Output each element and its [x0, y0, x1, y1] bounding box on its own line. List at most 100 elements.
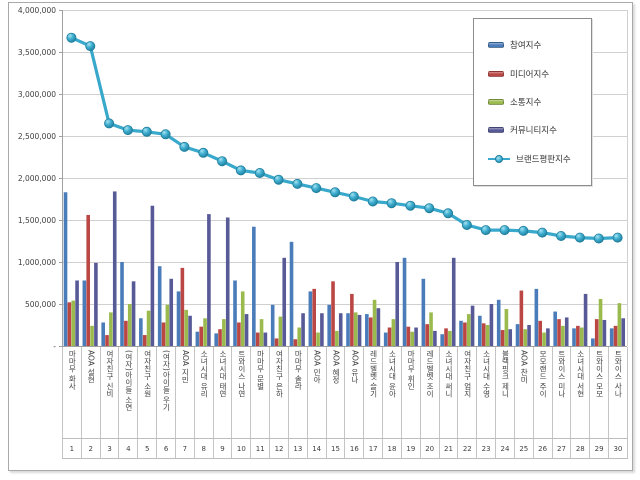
y-tick-label: 1,500,000 — [18, 216, 56, 225]
bar-segment — [252, 226, 256, 346]
x-rank-number: 12 — [270, 439, 289, 458]
bar-segment — [433, 330, 437, 346]
bar-segment — [346, 313, 350, 346]
bar-segment — [270, 304, 275, 346]
bar-segment — [609, 328, 614, 346]
bar-segment — [591, 338, 595, 346]
legend-label: 브랜드평판지수 — [516, 154, 571, 165]
x-rank-number: 7 — [176, 439, 195, 458]
bar-series-참여지수 — [63, 192, 614, 346]
x-category-label: 소녀시대 태연 — [218, 350, 228, 398]
line-marker — [612, 232, 623, 243]
x-category-cell: AOA 설현 — [82, 347, 101, 438]
bar-segment — [353, 312, 358, 346]
legend-label: 소통지수 — [510, 97, 542, 108]
bar-segment — [263, 332, 268, 346]
line-marker — [367, 196, 378, 207]
bar-segment — [387, 327, 392, 346]
x-rank-number: 11 — [251, 439, 271, 458]
x-rank-number: 3 — [101, 439, 120, 458]
legend-label: 참여지수 — [510, 41, 542, 52]
bar-segment — [255, 332, 260, 346]
bar-segment — [391, 319, 396, 346]
x-category-label: 모모랜드 주이 — [538, 350, 548, 398]
x-rank-number: 10 — [232, 439, 252, 458]
bar-segment — [338, 313, 343, 346]
bar-segment — [406, 326, 411, 346]
bar-segment — [101, 322, 105, 346]
x-rank-number: 24 — [496, 439, 515, 458]
bar-series-소통지수 — [71, 291, 622, 346]
x-category-label: 레드벨벳 조이 — [425, 350, 435, 398]
bar-segment — [583, 293, 588, 346]
bar-segment — [421, 278, 426, 346]
y-tick-label: 2,500,000 — [18, 132, 56, 141]
bar-segment — [561, 325, 565, 346]
bar-segment — [203, 318, 207, 346]
bar-segment — [466, 314, 471, 346]
bar-segment — [621, 318, 626, 346]
x-category-label: (여자)아이들 우기 — [161, 350, 171, 411]
line-marker — [179, 141, 190, 152]
x-category-cell: AOA 유나 — [345, 347, 365, 438]
bar-segment — [105, 335, 109, 346]
bar-segment — [564, 317, 569, 346]
bar-segment — [165, 304, 170, 346]
x-category-label: AOA 찬미 — [519, 350, 529, 384]
x-rank-number: 25 — [515, 439, 534, 458]
bar-segment — [297, 327, 302, 346]
line-marker — [160, 129, 171, 140]
x-category-cell: AOA 혜정 — [327, 347, 346, 438]
bar-segment — [579, 327, 584, 346]
bar-segment — [485, 325, 490, 346]
bar-segment — [86, 214, 90, 346]
line-marker — [537, 227, 548, 238]
brand-index-line-series — [66, 32, 623, 244]
x-category-cell: AOA 찬미 — [515, 347, 534, 438]
x-category-cell: 트와이스 미나 — [553, 347, 572, 438]
bar-segment — [459, 320, 463, 346]
bar-segment — [240, 291, 245, 346]
x-rank-number: 15 — [327, 439, 346, 458]
x-category-cell: 소녀시대 수영 — [477, 347, 497, 438]
bar-segment — [478, 315, 482, 346]
y-tick-labels: - 500,000 1,000,000 1,500,000 2,000,000 2,500… — [18, 6, 56, 351]
x-category-label: AOA 유나 — [350, 350, 360, 384]
bar-segment — [180, 267, 185, 346]
line-marker — [480, 225, 491, 236]
line-marker — [217, 156, 228, 167]
bar-segment — [463, 322, 467, 346]
y-tick-label: 3,000,000 — [18, 90, 56, 99]
bar-segment — [515, 324, 520, 346]
legend-item-4: 브랜드평판지수 — [474, 153, 591, 165]
x-category-label: 블랙핑크 제니 — [500, 350, 510, 398]
x-category-cell: AOA 지민 — [176, 347, 195, 438]
legend-bar-swatch-icon — [488, 70, 504, 77]
bar-segment — [176, 291, 181, 346]
bar-segment — [316, 332, 320, 346]
bar-segment — [425, 324, 429, 346]
bar-segment — [308, 291, 313, 346]
bar-series-커뮤니티지수 — [75, 191, 626, 346]
x-rank-number: 19 — [402, 439, 421, 458]
bar-segment — [523, 329, 528, 346]
x-category-cell: 여자친구 엄지 — [458, 347, 478, 438]
x-rank-number: 4 — [119, 439, 139, 458]
bar-segment — [500, 330, 505, 346]
legend-item-0: 참여지수 — [474, 39, 591, 51]
bar-segment — [195, 331, 200, 346]
bar-segment — [504, 309, 509, 346]
line-marker — [518, 225, 529, 236]
bar-segment — [376, 308, 381, 346]
bar-segment — [594, 319, 599, 346]
bar-segment — [372, 299, 377, 346]
bar-segment — [120, 262, 124, 346]
line-marker — [85, 41, 96, 52]
x-rank-number: 26 — [534, 439, 553, 458]
x-category-cell: 여자친구 은하 — [270, 347, 289, 438]
x-category-cell: 트와이스 사나 — [609, 347, 628, 438]
x-axis-rank-numbers: 1 2 3 4 5 6 7 8 9 10 11 12 13 14 15 16 17 18 19 20 21 22 23 24 2… — [62, 438, 628, 459]
x-rank-number: 1 — [62, 439, 82, 458]
x-rank-number: 20 — [421, 439, 440, 458]
line-marker — [66, 32, 77, 43]
